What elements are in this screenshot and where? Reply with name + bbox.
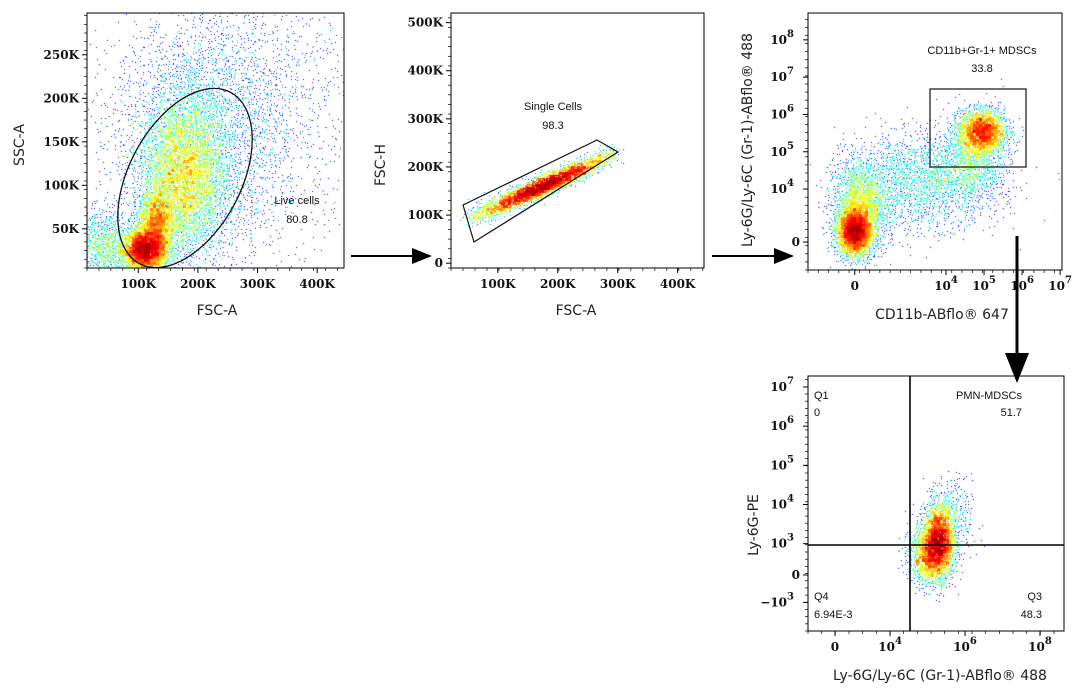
single-cells-gate-label: Single Cells	[524, 101, 583, 113]
y-tick-label: 250K	[44, 48, 80, 62]
y-tick-label: 500K	[408, 16, 444, 30]
y-tick-label: 104	[770, 178, 794, 196]
p1-y-label: SSC-A	[12, 124, 28, 166]
p2-dot-plot	[451, 13, 704, 268]
q4-percent: 6.94E-3	[814, 609, 853, 621]
y-tick-label: 106	[770, 103, 794, 121]
x-tick-label: 106	[1010, 275, 1034, 293]
y-tick-label: 104	[770, 493, 794, 511]
x-tick-label: 400K	[660, 277, 696, 291]
x-tick-label: 400K	[299, 277, 335, 291]
y-tick-label: 105	[770, 141, 794, 159]
p4-x-label: Ly-6G/Ly-6C (Gr-1)-ABflo® 488	[833, 668, 1047, 684]
p3-x-label: CD11b-ABflo® 647	[875, 307, 1009, 323]
p3-plot-frame	[807, 12, 1063, 271]
p3-dot-plot	[808, 13, 1062, 270]
x-tick-label: 0	[831, 640, 839, 654]
x-tick-label: 108	[1028, 636, 1052, 654]
mdsc-gate-percent: 33.8	[971, 63, 992, 75]
y-tick-label: 103	[770, 533, 794, 551]
y-tick-label: 300K	[408, 112, 444, 126]
mdsc-gate-label: CD11b+Gr-1+ MDSCs	[927, 45, 1037, 57]
y-tick-label: 107	[770, 376, 794, 394]
x-tick-label: 200K	[180, 277, 216, 291]
single-cells-gate-percent: 98.3	[542, 120, 563, 132]
y-tick-label: 106	[770, 415, 794, 433]
x-tick-label: 300K	[240, 277, 276, 291]
x-tick-label: 105	[972, 275, 996, 293]
y-tick-label: 0	[435, 256, 443, 270]
p2-y-label: FSC-H	[373, 144, 389, 186]
x-tick-label: 106	[953, 636, 977, 654]
y-tick-label: 0	[792, 235, 800, 249]
y-tick-label: 0	[792, 568, 800, 582]
x-tick-label: 104	[878, 636, 902, 654]
single-cells-gate	[462, 139, 620, 243]
p1-plot-frame	[86, 12, 345, 269]
live-cells-gate-percent: 80.8	[286, 214, 307, 226]
x-tick-label: 100K	[121, 277, 157, 291]
x-tick-label: 107	[1048, 275, 1072, 293]
q1-percent: 0	[814, 407, 820, 419]
x-tick-label: 100K	[480, 277, 516, 291]
y-tick-label: 100K	[44, 178, 80, 192]
y-tick-label: 105	[770, 454, 794, 472]
y-tick-label: 200K	[408, 160, 444, 174]
p3-y-label: Ly-6G/Ly-6C (Gr-1)-ABflo® 488	[740, 33, 756, 247]
q2-percent: 51.7	[1001, 407, 1022, 419]
q1-label: Q1	[814, 390, 829, 402]
q3-label: Q3	[1027, 591, 1042, 603]
y-tick-label: 50K	[52, 222, 80, 236]
p2-plot-frame	[450, 12, 705, 269]
p4-plot-frame	[807, 375, 1065, 632]
p2-x-label: FSC-A	[556, 303, 597, 319]
live-cells-gate-label: Live cells	[274, 195, 320, 207]
q2-label: PMN-MDSCs	[956, 390, 1022, 402]
y-tick-label: 100K	[408, 208, 444, 222]
q3-percent: 48.3	[1021, 609, 1042, 621]
y-tick-label: 108	[770, 29, 794, 47]
y-tick-label: 400K	[408, 64, 444, 78]
y-tick-label: 200K	[44, 91, 80, 105]
p4-y-label: Ly-6G-PE	[746, 494, 762, 556]
y-tick-label: 150K	[44, 135, 80, 149]
y-tick-label: 107	[770, 66, 794, 84]
live-cells-gate	[117, 87, 253, 269]
q4-label: Q4	[814, 591, 829, 603]
p4-dot-plot	[808, 376, 1064, 631]
x-tick-label: 200K	[540, 277, 576, 291]
x-tick-label: 104	[934, 275, 958, 293]
x-tick-label: 0	[851, 279, 859, 293]
p1-x-label: FSC-A	[197, 303, 238, 319]
mdsc-gate	[929, 88, 1027, 168]
p1-dot-plot	[87, 13, 344, 268]
y-tick-label: −103	[760, 591, 794, 609]
x-tick-label: 300K	[600, 277, 636, 291]
